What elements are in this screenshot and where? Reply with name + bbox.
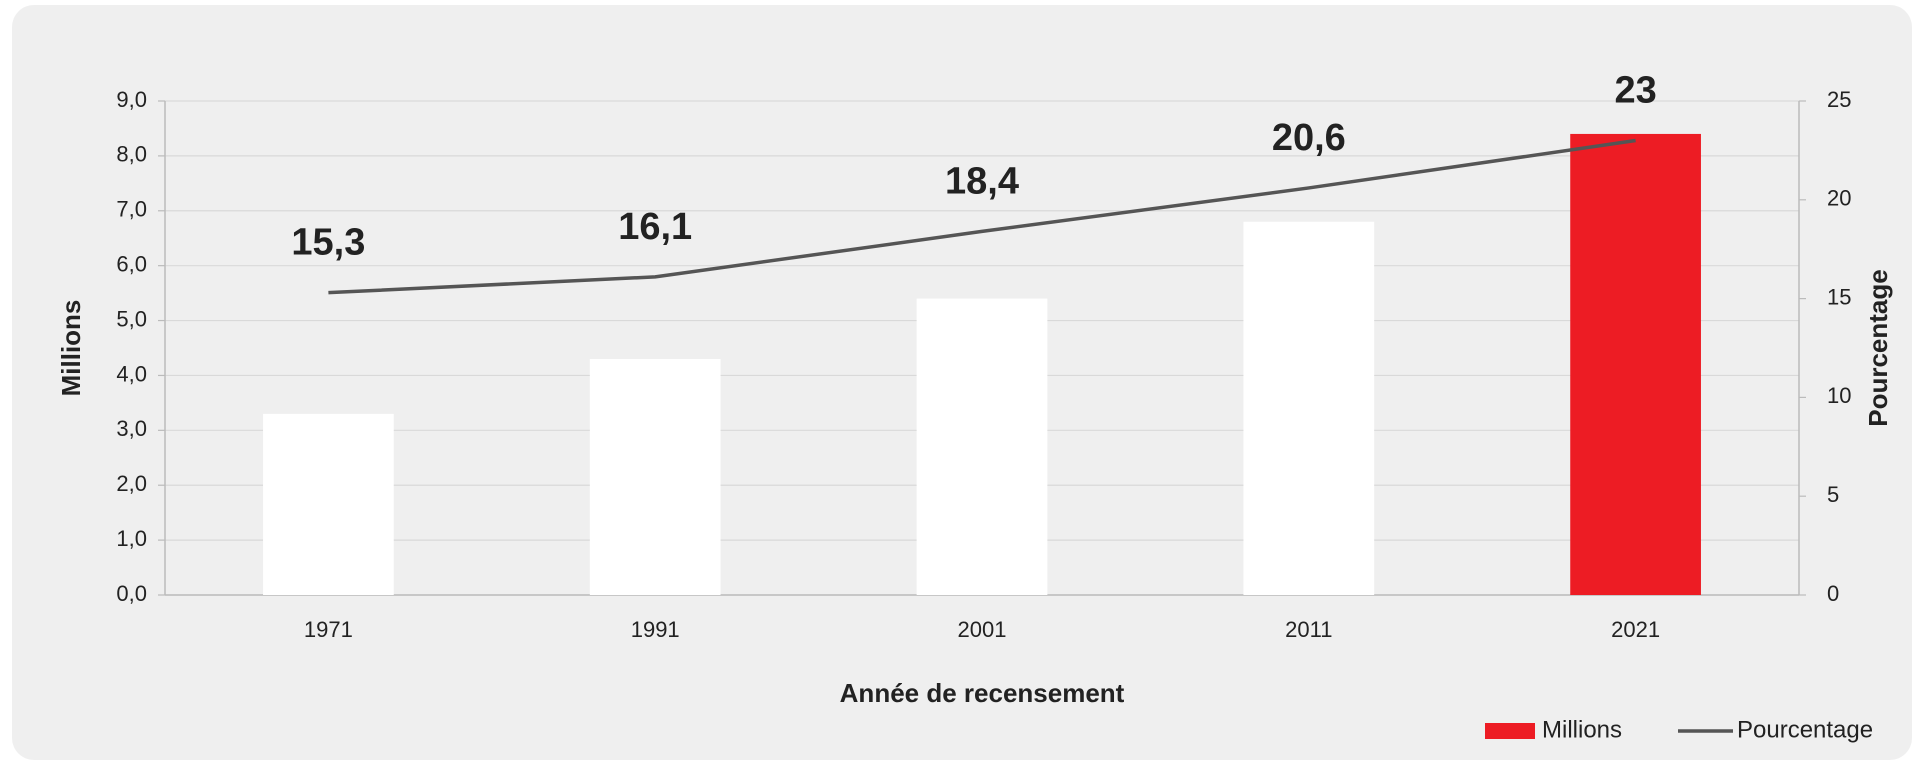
bar [1570,133,1701,595]
y2-tick-label: 25 [1827,87,1851,112]
data-label: 23 [1614,70,1656,112]
legend-swatch [1485,723,1535,739]
y-axis-title: Millions [56,300,86,397]
y2-tick-label: 0 [1827,581,1839,606]
legend-label: Millions [1542,716,1622,743]
y-tick-label: 9,0 [116,87,147,112]
y-tick-label: 4,0 [116,361,147,386]
y2-tick-label: 5 [1827,482,1839,507]
line [328,138,1636,295]
bar [916,298,1048,595]
y2-tick-label: 15 [1827,284,1851,309]
bar [1243,221,1375,595]
data-label: 15,3 [291,222,365,264]
x-tick-label: 2001 [958,617,1007,642]
x-tick-label: 1971 [304,617,353,642]
y-tick-label: 7,0 [116,197,147,222]
legend-label: Pourcentage [1737,716,1873,743]
bar [263,413,394,595]
y2-axis-title: Pourcentage [1863,269,1893,427]
y-tick-label: 5,0 [116,306,147,331]
data-label: 20,6 [1272,117,1346,159]
data-label: 18,4 [945,160,1019,202]
y2-tick-label: 10 [1827,383,1851,408]
x-tick-label: 1991 [631,617,680,642]
data-label: 16,1 [618,206,692,248]
y-tick-label: 1,0 [116,526,147,551]
y2-tick-label: 20 [1827,186,1851,211]
x-axis-title: Année de recensement [840,678,1125,708]
x-tick-label: 2011 [1285,617,1332,642]
y-tick-label: 0,0 [116,581,147,606]
bar [589,358,721,595]
x-tick-label: 2021 [1611,617,1660,642]
y-tick-label: 6,0 [116,251,147,276]
y-tick-label: 2,0 [116,471,147,496]
y-tick-label: 3,0 [116,416,147,441]
y-tick-label: 8,0 [116,142,147,167]
